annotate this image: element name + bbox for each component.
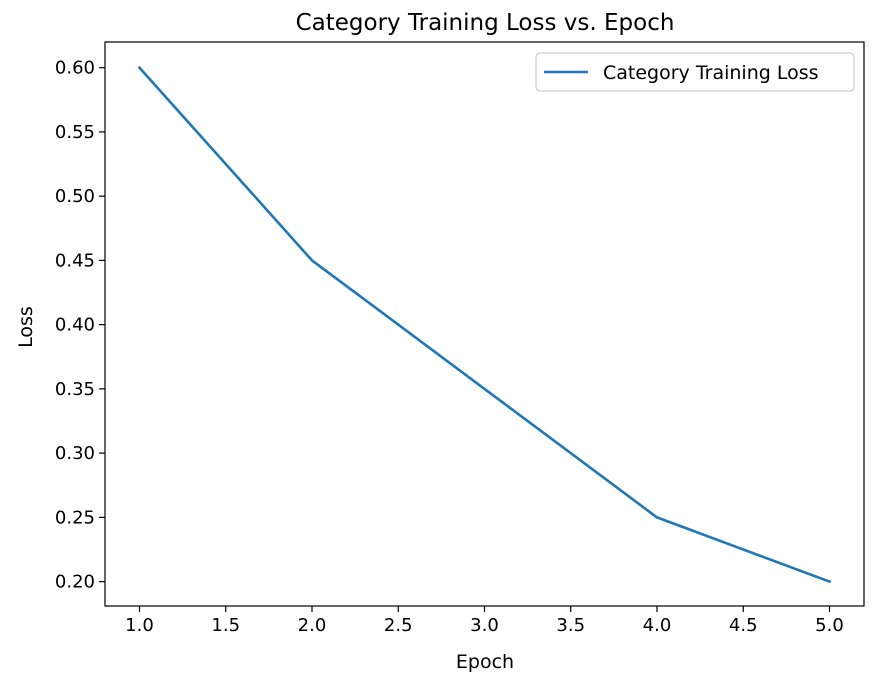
y-tick-label: 0.30 xyxy=(55,443,95,464)
x-tick-label: 3.5 xyxy=(556,615,585,636)
x-tick-label: 1.5 xyxy=(211,615,240,636)
y-tick-label: 0.50 xyxy=(55,186,95,207)
x-tick-label: 5.0 xyxy=(815,615,844,636)
x-axis-label: Epoch xyxy=(456,651,514,673)
y-tick-label: 0.25 xyxy=(55,507,95,528)
y-tick-label: 0.40 xyxy=(55,315,95,336)
series-line xyxy=(137,65,832,584)
y-tick-label: 0.35 xyxy=(55,379,95,400)
legend: Category Training Loss xyxy=(535,52,855,92)
y-axis-label: Loss xyxy=(15,306,37,348)
x-tick-label: 3.0 xyxy=(470,615,499,636)
legend-box xyxy=(535,52,855,92)
axes-frame xyxy=(104,41,865,607)
x-tick-label: 2.0 xyxy=(298,615,327,636)
y-tick-label: 0.45 xyxy=(55,250,95,271)
y-tick-label: 0.60 xyxy=(55,58,95,79)
y-tick-label: 0.55 xyxy=(55,122,95,143)
x-tick-label: 1.0 xyxy=(125,615,154,636)
legend-label: Category Training Loss xyxy=(603,62,819,84)
plot-area: 1.0 1.5 2.0 2.5 3.0 3.5 4.0 4.5 5.0 0.20 0.25 0.30 0… xyxy=(55,58,844,636)
chart-title: Category Training Loss vs. Epoch xyxy=(296,10,675,36)
y-tick-label: 0.20 xyxy=(55,572,95,593)
x-tick-label: 4.0 xyxy=(643,615,672,636)
x-tick-label: 2.5 xyxy=(384,615,413,636)
x-tick-label: 4.5 xyxy=(729,615,758,636)
